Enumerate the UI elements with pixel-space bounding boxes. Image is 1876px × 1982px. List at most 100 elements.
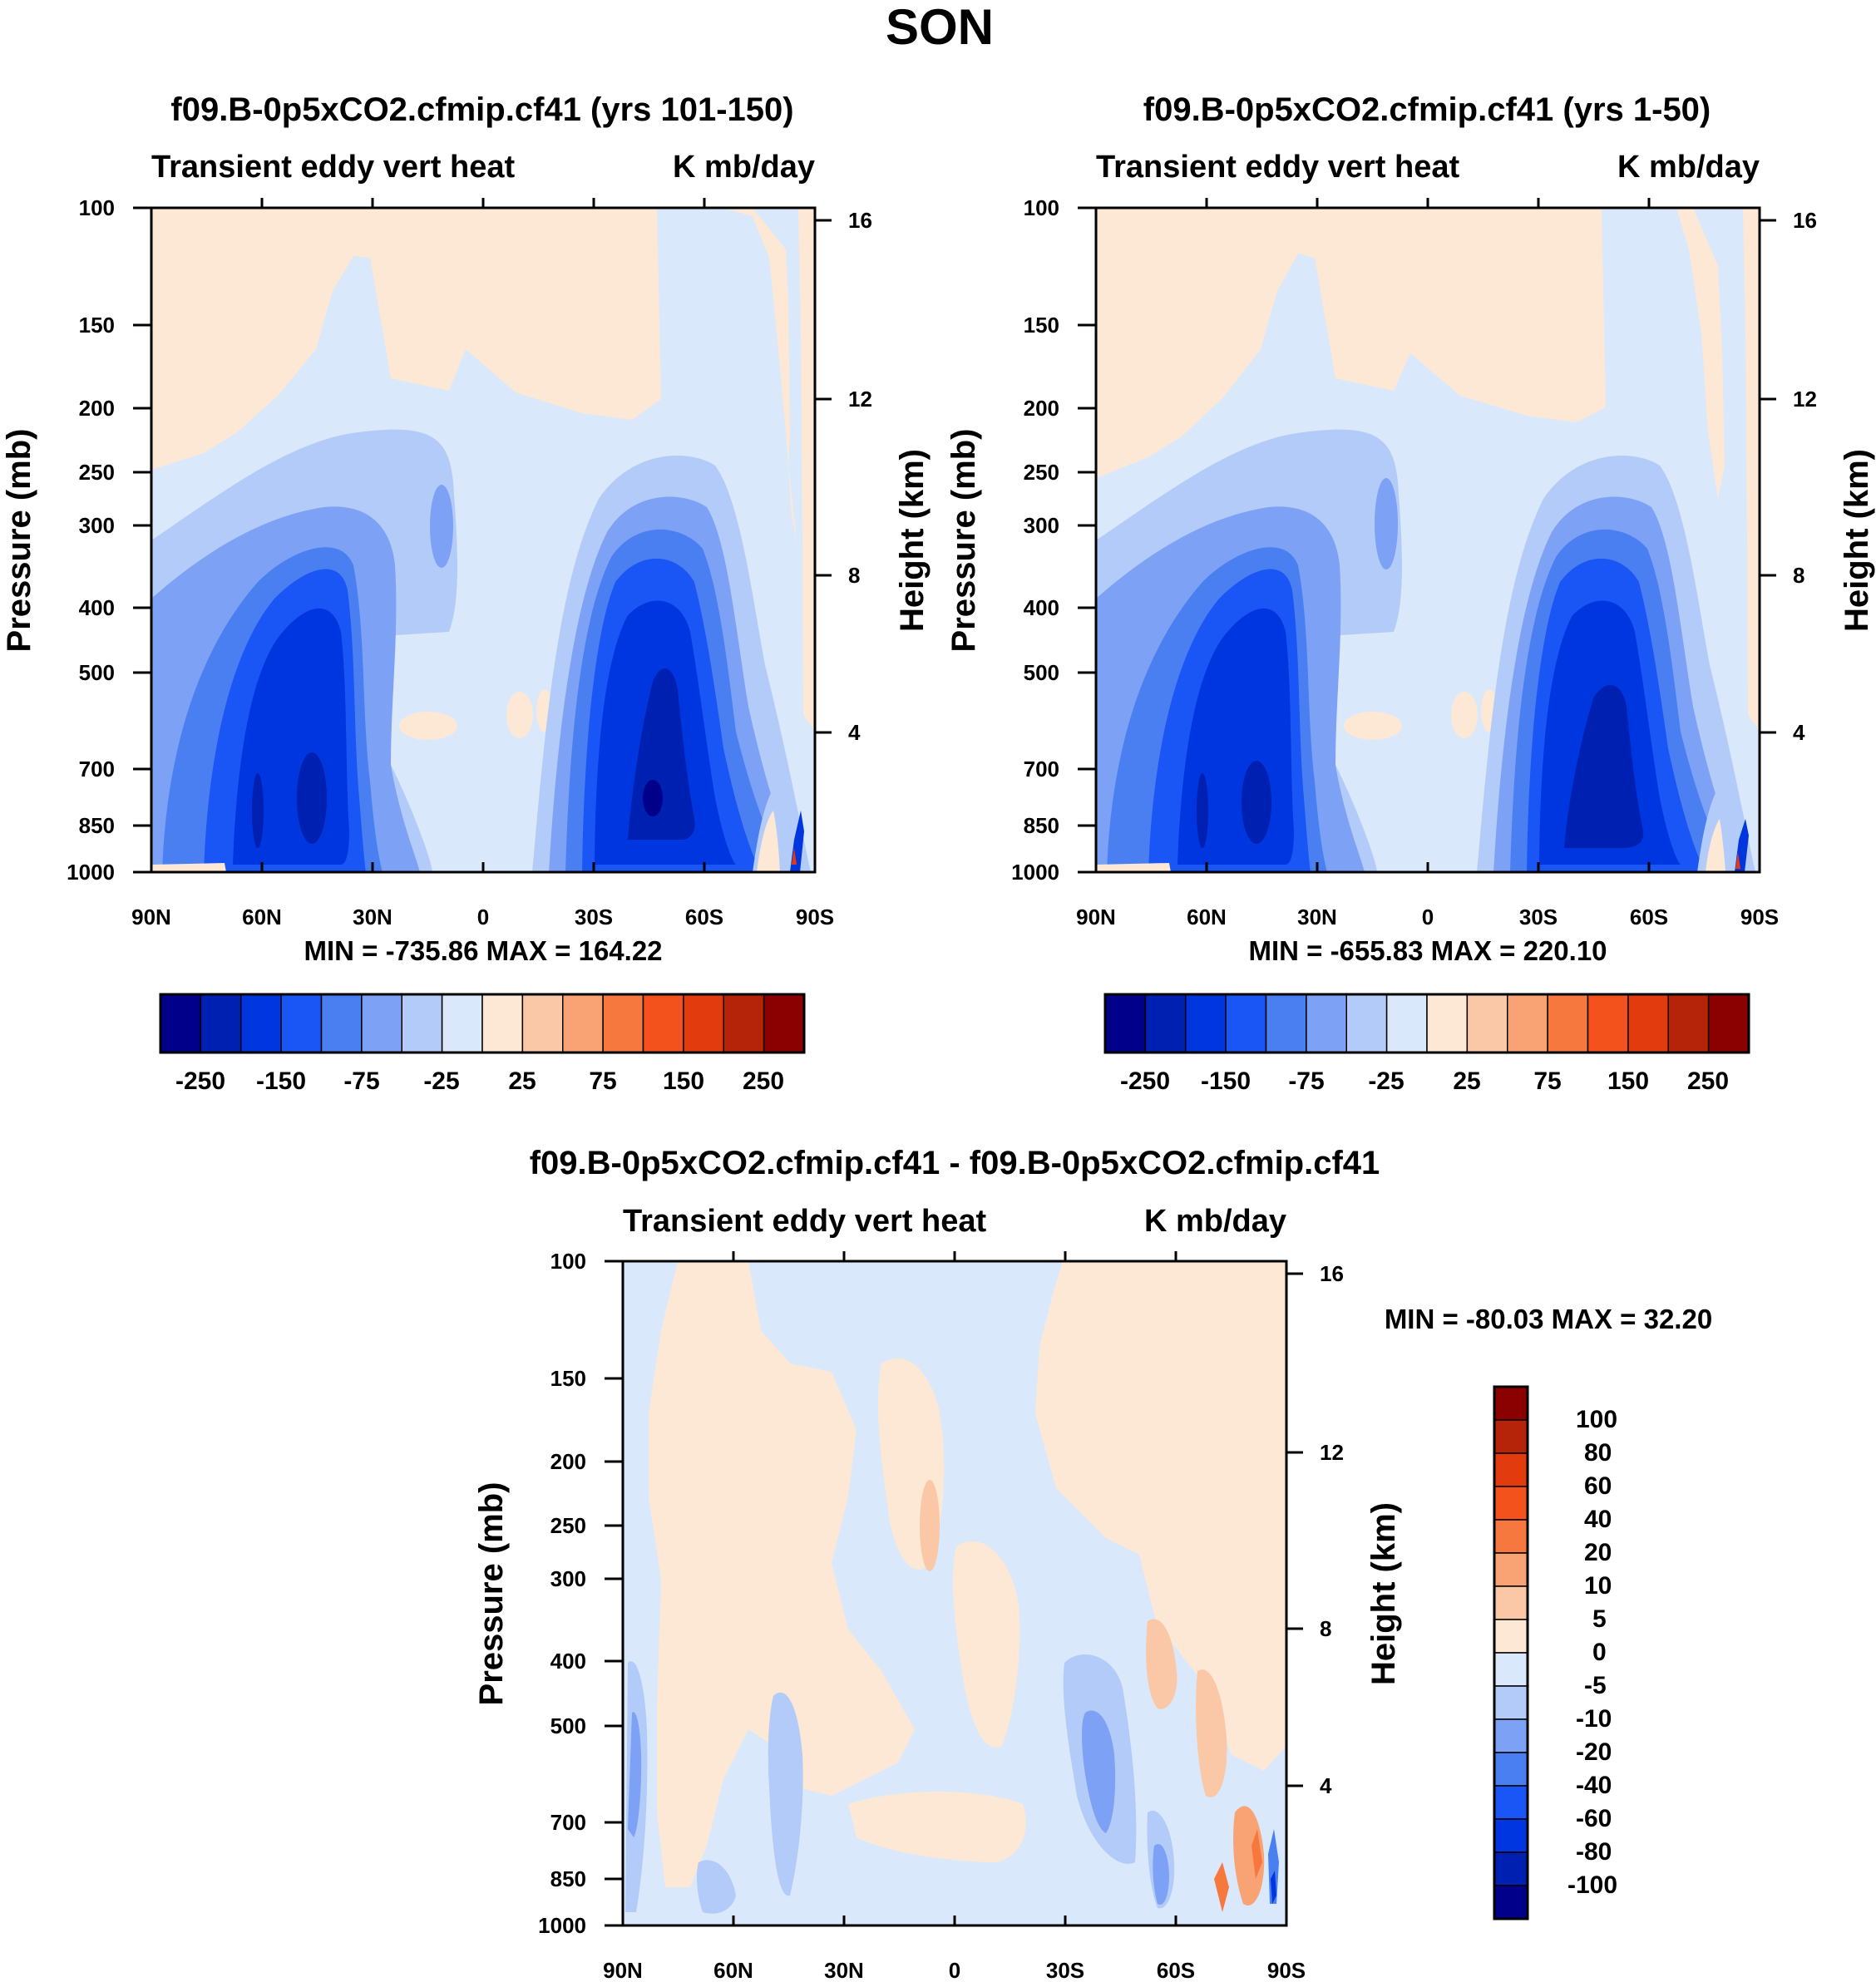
y-tick-label: 250 bbox=[1024, 460, 1059, 485]
colorbar-swatch bbox=[1587, 993, 1629, 1053]
contour-band-pos-polar-low bbox=[757, 811, 780, 872]
colorbar-swatch bbox=[642, 993, 684, 1053]
colorbar-swatch bbox=[521, 993, 564, 1053]
colorbar-label: -80 bbox=[1576, 1838, 1612, 1866]
y-tick-label-right: 4 bbox=[848, 720, 861, 745]
y-tick-label: 300 bbox=[550, 1566, 586, 1591]
y-axis-label: Pressure (mb) bbox=[473, 1482, 510, 1706]
y-ticks-right: 16 12 8 4 bbox=[1760, 208, 1817, 745]
colorbar-swatch bbox=[1493, 1519, 1528, 1554]
contour-band-neg-polar bbox=[1268, 1829, 1279, 1904]
y-tick-label: 1000 bbox=[67, 860, 115, 885]
x-tick-label: 0 bbox=[477, 905, 489, 929]
colorbar-label: -250 bbox=[1120, 1067, 1170, 1095]
colorbar-label: -60 bbox=[1576, 1805, 1612, 1832]
contour-blob-neg-nh-2 bbox=[1242, 761, 1271, 844]
contour-band-neg-b3cb-2 bbox=[768, 1692, 803, 1896]
y-tick-label: 850 bbox=[1024, 813, 1059, 838]
colorbar-swatch bbox=[320, 993, 363, 1053]
colorbar-swatch bbox=[1493, 1585, 1528, 1620]
colorbar-swatch bbox=[1493, 1652, 1528, 1687]
contour-band-positive-polar-edge bbox=[1743, 208, 1760, 732]
figure-title: SON bbox=[886, 0, 994, 55]
colorbar-label: -250 bbox=[175, 1067, 225, 1095]
y-ticks-right: 16 12 8 4 bbox=[815, 208, 872, 745]
contour-field bbox=[1096, 208, 1760, 872]
colorbar-swatch bbox=[1493, 1419, 1528, 1454]
contour-band-pos-f9a3-sh bbox=[1233, 1806, 1265, 1906]
x-tick-label: 60N bbox=[713, 1958, 753, 1982]
colorbar-label: 150 bbox=[663, 1067, 704, 1095]
colorbar-swatch bbox=[1493, 1785, 1528, 1820]
contour-blob-positive-1 bbox=[399, 712, 457, 740]
x-ticks: 90N 60N 30N 0 30S 60S 90S bbox=[603, 1251, 1306, 1982]
panel-top-left: f09.B-0p5xCO2.cfmip.cf41 (yrs 101-150) T… bbox=[1, 91, 931, 1095]
colorbar-swatch bbox=[723, 993, 765, 1053]
colorbar-label: -40 bbox=[1576, 1772, 1612, 1799]
colorbar-swatch bbox=[1144, 993, 1187, 1053]
colorbar-label: 60 bbox=[1584, 1472, 1612, 1500]
panel-title: f09.B-0p5xCO2.cfmip.cf41 (yrs 1-50) bbox=[1143, 91, 1711, 128]
colorbar-swatch bbox=[240, 993, 282, 1053]
y-tick-label: 150 bbox=[79, 313, 115, 338]
colorbar-frame bbox=[1103, 993, 1750, 1054]
x-tick-label: 30N bbox=[353, 905, 392, 929]
x-tick-label: 60N bbox=[242, 905, 282, 929]
y-tick-label: 500 bbox=[1024, 660, 1059, 685]
y-ticks: 100 150 200 250 300 400 500 700 850 1000 bbox=[67, 195, 151, 885]
colorbar-swatch bbox=[1493, 1386, 1528, 1421]
panel-bottom: f09.B-0p5xCO2.cfmip.cf41 - f09.B-0p5xCO2… bbox=[473, 1145, 1712, 1982]
y-tick-label: 250 bbox=[79, 460, 115, 485]
x-ticks: 90N 60N 30N 0 30S 60S 90S bbox=[1076, 198, 1779, 929]
contour-band-neg-0020-sh bbox=[1564, 684, 1644, 848]
colorbar-swatch bbox=[602, 993, 644, 1053]
colorbar-swatch bbox=[763, 993, 805, 1053]
colorbar-label: 25 bbox=[508, 1067, 536, 1095]
y-tick-label: 400 bbox=[1024, 595, 1059, 620]
x-tick-label: 60S bbox=[685, 905, 723, 929]
colorbar-swatch bbox=[1385, 993, 1428, 1053]
contour-band-positive-upper bbox=[1096, 208, 1606, 478]
contour-blob-positive-1 bbox=[1344, 712, 1402, 740]
colorbar-label: 250 bbox=[743, 1067, 784, 1095]
colorbar-label: 75 bbox=[1533, 1067, 1561, 1095]
colorbar-swatch bbox=[1493, 1552, 1528, 1587]
colorbar-label: 0 bbox=[1592, 1639, 1607, 1666]
left-string: Transient eddy vert heat bbox=[623, 1204, 986, 1239]
colorbar-swatch bbox=[683, 993, 724, 1053]
colorbar-swatch bbox=[1466, 993, 1508, 1053]
colorbar-swatch bbox=[1493, 1851, 1528, 1886]
contour-blob-positive-2 bbox=[1451, 692, 1478, 738]
min-max-label: MIN = -655.83 MAX = 220.10 bbox=[1248, 935, 1607, 966]
colorbar-label: 40 bbox=[1584, 1506, 1612, 1533]
colorbar-swatches bbox=[1104, 993, 1750, 1053]
colorbar: -250 -150 -75 -25 25 75 150 250 bbox=[1103, 993, 1750, 1095]
y-tick-label: 850 bbox=[550, 1866, 586, 1891]
colorbar-label: 5 bbox=[1592, 1605, 1607, 1633]
contour-blob-neg-sh-1 bbox=[643, 780, 663, 816]
contour-band-pos-f778-sh bbox=[1214, 1862, 1229, 1912]
colorbar-swatch bbox=[361, 993, 402, 1053]
y-tick-label: 200 bbox=[1024, 396, 1059, 421]
x-tick-label: 90S bbox=[1267, 1958, 1306, 1982]
colorbar-swatch bbox=[1493, 1752, 1528, 1787]
contour-blob-neg-midlat bbox=[1375, 478, 1398, 569]
contour-band-neg-7da2-3 bbox=[628, 1712, 642, 1837]
colorbar-label: 25 bbox=[1453, 1067, 1480, 1095]
x-tick-label: 60S bbox=[1630, 905, 1668, 929]
contour-band-positive-polar bbox=[723, 208, 797, 540]
colorbar: -250 -150 -75 -25 25 75 150 250 bbox=[159, 993, 806, 1095]
colorbar-label: 80 bbox=[1584, 1439, 1612, 1467]
colorbar-frame bbox=[159, 993, 806, 1054]
colorbar-swatch bbox=[1493, 1619, 1528, 1654]
x-tick-label: 30N bbox=[1297, 905, 1337, 929]
colorbar-label: 10 bbox=[1584, 1572, 1612, 1600]
colorbar-label: -100 bbox=[1567, 1871, 1617, 1899]
colorbar-swatch bbox=[1426, 993, 1469, 1053]
contour-band-neg-7da2-1 bbox=[1081, 1710, 1116, 1833]
colorbar-swatch bbox=[1627, 993, 1669, 1053]
colorbar-swatch bbox=[160, 993, 202, 1053]
contour-band-pos-polar-low bbox=[1706, 819, 1725, 872]
colorbar-swatch bbox=[1493, 1818, 1528, 1853]
